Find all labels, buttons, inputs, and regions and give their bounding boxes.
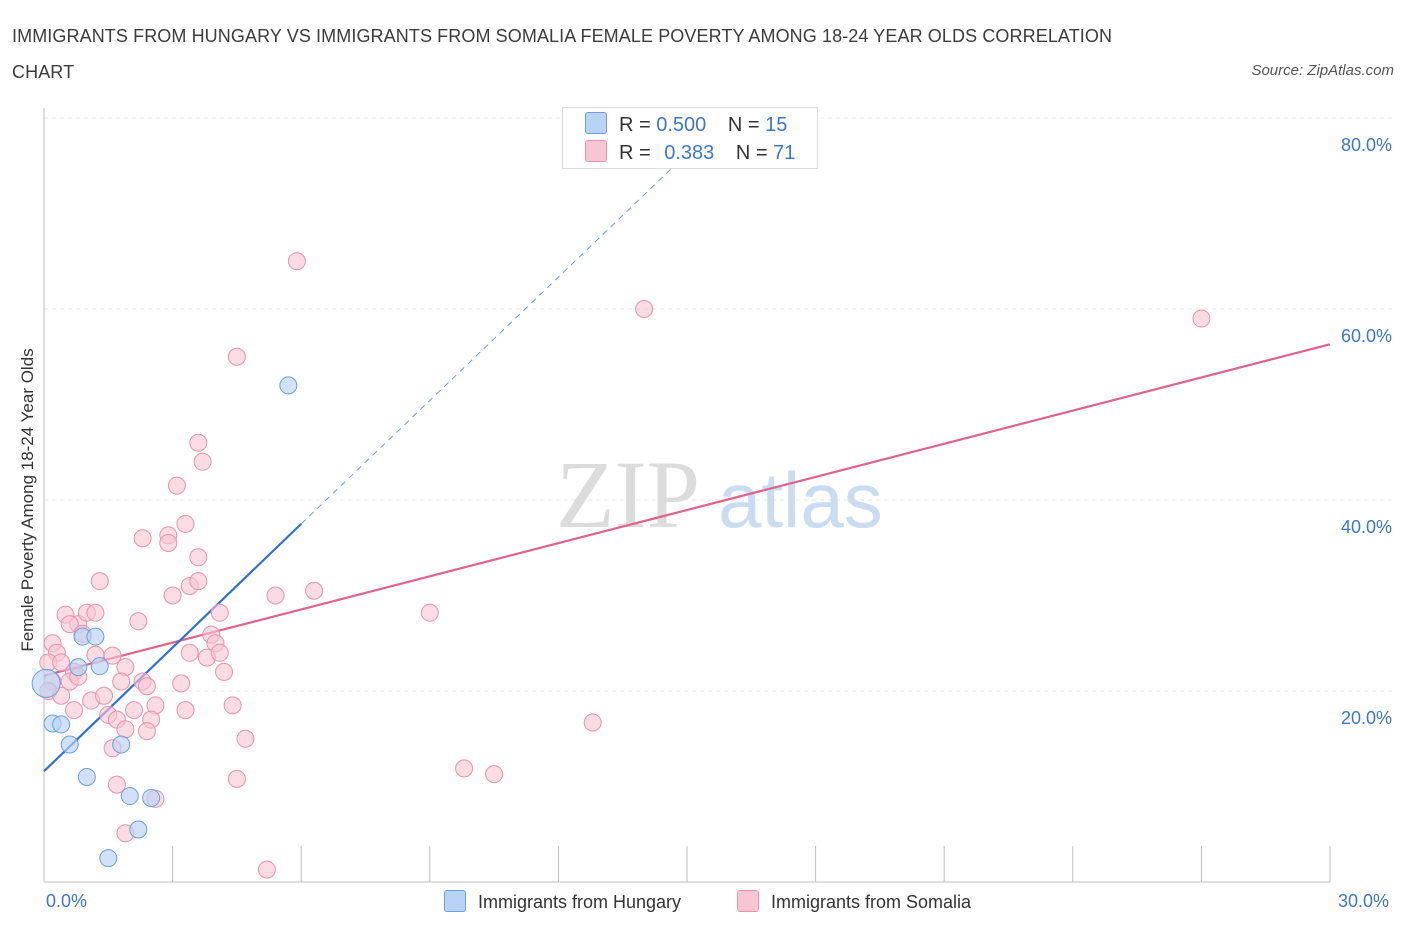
somalia-point-60 (583, 713, 602, 732)
hungary-trend-extension (300, 108, 735, 525)
gridlines (44, 117, 1394, 692)
somalia-point-12 (90, 572, 109, 591)
source-label: Source: ZipAtlas.com (1251, 62, 1394, 79)
legend-row-somalia: R = 0.383 N = 71 (585, 140, 795, 164)
somalia-point-23 (210, 603, 229, 622)
somalia-point-46 (137, 677, 156, 696)
somalia-n-label: N = (735, 142, 768, 164)
bottom-legend-hungary: Immigrants from Hungary (444, 890, 681, 913)
somalia-point-32 (103, 646, 122, 665)
hungary-n-label: N = (727, 114, 760, 136)
bottom-somalia-label: Immigrants from Somalia (771, 892, 972, 912)
correlation-legend: R = 0.500 N = 15 R = 0.383 N = 71 (562, 107, 818, 169)
somalia-point-71 (257, 860, 276, 879)
somalia-r-value: 0.383 (664, 142, 715, 164)
somalia-point-54 (176, 701, 195, 720)
bottom-legend-somalia: Immigrants from Somalia (737, 890, 971, 913)
watermark: ZIP atlas (556, 441, 883, 548)
hungary-point-13 (99, 849, 118, 868)
hungary-r-label: R = (619, 114, 651, 136)
y-tick-label-20: 20.0% (1341, 708, 1392, 728)
somalia-n-value: 71 (773, 142, 796, 164)
somalia-point-5 (193, 452, 212, 471)
somalia-point-15 (163, 586, 182, 605)
somalia-swatch (585, 140, 607, 162)
somalia-point-44 (112, 672, 131, 691)
y-tick-label-40: 40.0% (1341, 517, 1392, 537)
x-tick-left: 0.0% (46, 891, 88, 911)
somalia-point-11 (189, 548, 208, 567)
watermark-atlas: atlas (718, 456, 883, 544)
somalia-point-3 (227, 347, 246, 366)
somalia-point-56 (65, 701, 84, 720)
somalia-point-51 (95, 686, 114, 705)
hungary-trend-line (43, 523, 302, 773)
somalia-point-40 (215, 662, 234, 681)
somalia-point-61 (116, 720, 135, 739)
hungary-point-12 (142, 788, 161, 807)
somalia-point-63 (236, 729, 255, 748)
bottom-hungary-label: Immigrants from Hungary (478, 892, 682, 912)
legend-row-hungary: R = 0.500 N = 15 (585, 112, 787, 136)
axes (43, 108, 1331, 883)
somalia-point-6 (167, 476, 186, 495)
hungary-point-7 (86, 627, 105, 646)
somalia-point-35 (210, 643, 229, 662)
hungary-point-3 (60, 735, 79, 754)
y-tick-label-60: 60.0% (1341, 326, 1392, 346)
somalia-point-68 (107, 775, 126, 794)
somalia-point-22 (129, 612, 148, 631)
somalia-point-10 (159, 533, 178, 552)
somalia-point-0 (287, 252, 306, 271)
trend-lines (43, 108, 1331, 773)
somalia-point-17 (305, 581, 324, 600)
somalia-point-55 (223, 696, 242, 715)
somalia-point-1 (635, 300, 654, 318)
somalia-point-33 (180, 643, 199, 662)
somalia-point-14 (189, 572, 208, 591)
x-tick-right: 30.0% (1338, 891, 1390, 911)
hungary-n-value: 15 (765, 114, 788, 136)
hungary-swatch (585, 112, 607, 134)
hungary-point-14 (279, 376, 298, 395)
somalia-point-65 (455, 759, 474, 778)
watermark-zip: ZIP (556, 441, 700, 548)
somalia-point-37 (52, 653, 71, 672)
somalia-point-66 (485, 765, 504, 784)
somalia-point-21 (86, 603, 105, 622)
hungary-point-2 (52, 715, 71, 734)
somalia-point-16 (266, 586, 285, 605)
somalia-point-62 (137, 722, 156, 741)
y-tick-label-80: 80.0% (1341, 135, 1392, 155)
hungary-point-4 (77, 767, 96, 786)
somalia-trend-line (43, 343, 1331, 677)
somalia-point-24 (420, 603, 439, 622)
hungary-point-9 (112, 735, 131, 754)
somalia-point-4 (189, 433, 208, 452)
y-axis-label: Female Poverty Among 18-24 Year Olds (18, 348, 37, 652)
bottom-hungary-swatch (444, 890, 466, 912)
data-points (31, 252, 1211, 879)
bottom-somalia-swatch (737, 890, 759, 912)
hungary-point-11 (129, 820, 148, 839)
hungary-r-value: 0.500 (656, 114, 707, 136)
somalia-point-25 (60, 615, 79, 634)
somalia-point-7 (176, 514, 195, 533)
chart-title: IMMIGRANTS FROM HUNGARY VS IMMIGRANTS FR… (12, 26, 1113, 82)
hungary-point-5 (69, 658, 88, 677)
somalia-point-47 (172, 674, 191, 693)
somalia-point-52 (125, 701, 144, 720)
somalia-r-label: R = (619, 142, 651, 164)
hungary-point-0 (31, 668, 61, 698)
hungary-point-10 (120, 787, 139, 806)
somalia-point-67 (227, 769, 246, 788)
somalia-point-8 (133, 529, 152, 548)
y-tick-labels: 20.0% 40.0% 60.0% 80.0% (1341, 135, 1392, 728)
hungary-point-8 (90, 657, 109, 676)
somalia-point-2 (1192, 309, 1211, 328)
